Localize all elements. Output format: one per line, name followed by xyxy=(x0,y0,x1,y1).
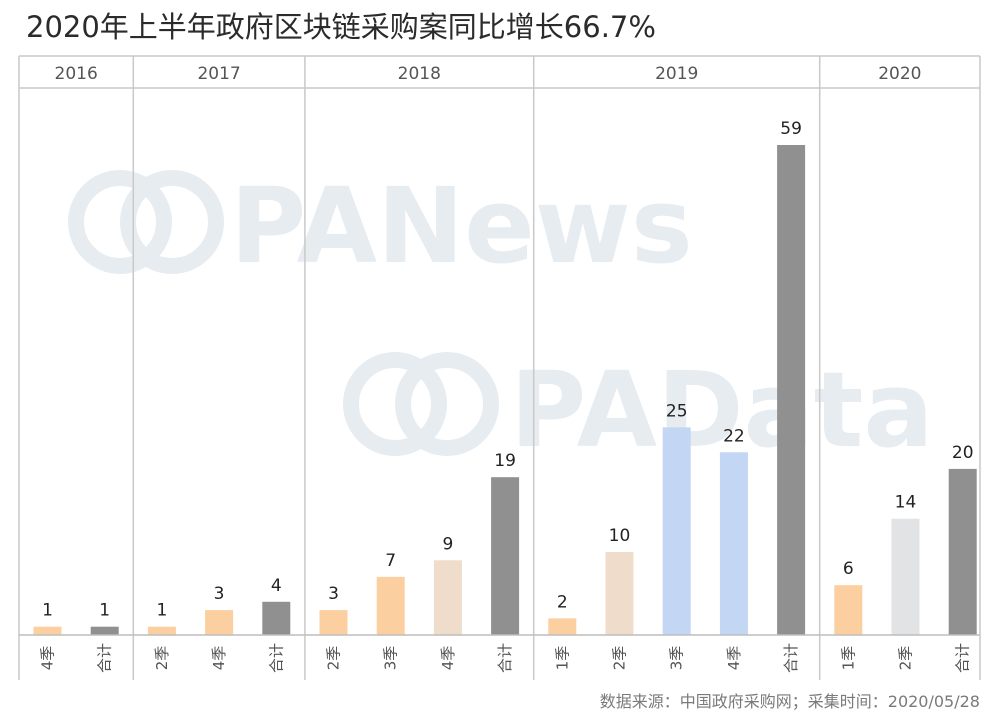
category-tick-label: 合计 xyxy=(954,643,972,673)
category-tick-label: 2季 xyxy=(153,646,171,671)
watermark-logo-1 xyxy=(68,170,172,274)
bar xyxy=(719,452,748,635)
category-tick-label: 4季 xyxy=(439,646,457,671)
category-tick-label: 4季 xyxy=(725,646,743,671)
watermark-logo-2b xyxy=(395,352,499,456)
bar xyxy=(147,626,176,635)
year-header-label: 2018 xyxy=(398,64,441,84)
bar xyxy=(433,560,462,635)
watermark-text-2: PAData xyxy=(510,349,934,471)
bar xyxy=(319,610,348,635)
bar xyxy=(376,576,405,635)
category-tick-label: 2季 xyxy=(611,646,629,671)
bar-value-label: 20 xyxy=(952,443,974,463)
bar-value-label: 1 xyxy=(156,601,167,621)
category-tick-label: 4季 xyxy=(39,646,57,671)
bar xyxy=(90,626,119,635)
bar-value-label: 14 xyxy=(895,493,917,513)
category-tick-label: 3季 xyxy=(382,646,400,671)
bar-value-label: 59 xyxy=(780,119,802,139)
year-header-label: 2016 xyxy=(55,64,98,84)
bar-value-label: 3 xyxy=(214,584,225,604)
bar xyxy=(948,468,977,635)
category-tick-label: 合计 xyxy=(496,643,514,673)
bar xyxy=(891,518,920,635)
bar-value-label: 1 xyxy=(42,601,53,621)
bar xyxy=(777,145,806,635)
bar xyxy=(33,626,62,635)
category-tick-label: 2季 xyxy=(897,646,915,671)
bar-value-label: 25 xyxy=(666,401,688,421)
category-tick-label: 合计 xyxy=(782,643,800,673)
category-tick-label: 合计 xyxy=(267,643,285,673)
bar-value-label: 7 xyxy=(385,551,396,571)
year-header-label: 2019 xyxy=(655,64,698,84)
category-tick-label: 1季 xyxy=(839,646,857,671)
chart-title: 2020年上半年政府区块链采购案同比增长66.7% xyxy=(26,10,656,44)
bar xyxy=(548,618,577,635)
watermark-logo-1b xyxy=(120,170,224,274)
bar xyxy=(491,477,520,635)
bar xyxy=(262,601,291,635)
category-tick-label: 3季 xyxy=(668,646,686,671)
bar-value-label: 1 xyxy=(99,601,110,621)
watermark-logo-2 xyxy=(343,352,447,456)
bar-value-label: 2 xyxy=(557,592,568,612)
category-tick-label: 合计 xyxy=(96,643,114,673)
bar xyxy=(662,427,691,635)
year-header-label: 2020 xyxy=(878,64,921,84)
bar xyxy=(205,610,234,635)
bar-value-label: 4 xyxy=(271,576,282,596)
bar xyxy=(834,585,863,635)
bar xyxy=(605,551,634,635)
category-tick-label: 2季 xyxy=(325,646,343,671)
source-note: 数据来源：中国政府采购网；采集时间：2020/05/28 xyxy=(599,692,980,711)
category-tick-label: 1季 xyxy=(553,646,571,671)
bar-value-label: 19 xyxy=(494,451,516,471)
bar-value-label: 22 xyxy=(723,426,745,446)
watermark-text-1: PANews xyxy=(230,165,693,287)
category-tick-label: 4季 xyxy=(210,646,228,671)
bar-value-label: 10 xyxy=(609,526,631,546)
bar-value-label: 9 xyxy=(442,534,453,554)
year-header-label: 2017 xyxy=(197,64,240,84)
bar-value-label: 6 xyxy=(843,559,854,579)
bar-value-label: 3 xyxy=(328,584,339,604)
